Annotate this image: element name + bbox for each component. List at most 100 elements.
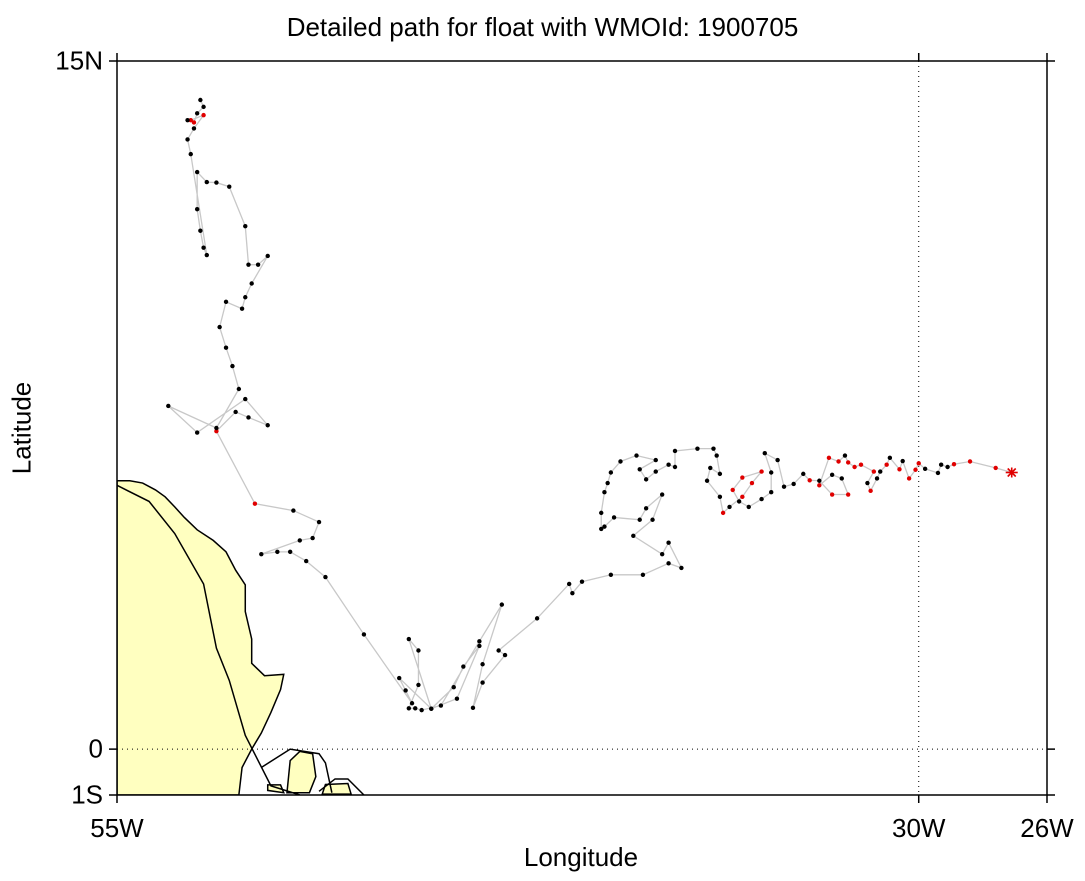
data-point: [477, 643, 482, 649]
data-point: [871, 469, 877, 474]
data-point: [608, 572, 614, 577]
data-point: [323, 574, 328, 580]
data-point: [259, 551, 264, 557]
data-point: [419, 707, 424, 713]
grid-layer: [117, 61, 1047, 795]
data-point: [605, 480, 610, 486]
data-point: [461, 664, 466, 669]
data-point: [631, 533, 636, 539]
data-point: [236, 386, 242, 392]
data-point: [817, 478, 822, 483]
coastline-2: [318, 778, 365, 795]
coastline-0: [117, 484, 301, 795]
data-point: [650, 517, 655, 522]
data-point: [239, 306, 245, 311]
data-point: [906, 476, 912, 481]
data-point: [714, 453, 719, 458]
data-point: [310, 535, 315, 541]
data-point: [275, 549, 280, 555]
data-point: [185, 117, 190, 123]
data-point: [740, 475, 745, 480]
data-point: [361, 632, 367, 637]
data-point: [666, 561, 671, 566]
data-point: [566, 581, 572, 587]
data-point: [409, 701, 415, 706]
data-point: [720, 510, 726, 516]
data-point: [868, 488, 873, 494]
data-point: [749, 480, 755, 486]
point-layer: [166, 97, 1018, 713]
y-axis-label: Latitude: [6, 381, 37, 475]
data-point: [916, 461, 921, 466]
data-point: [502, 652, 508, 658]
data-point: [191, 120, 197, 125]
data-point: [438, 703, 444, 708]
data-point: [845, 492, 851, 497]
data-point: [243, 396, 248, 402]
data-point: [316, 519, 322, 525]
data-point: [672, 448, 678, 454]
data-point: [781, 484, 787, 489]
y-tick-label: 15N: [55, 45, 103, 76]
data-point: [451, 684, 456, 690]
data-point: [406, 636, 412, 642]
data-point: [297, 538, 302, 543]
data-point: [480, 680, 485, 685]
data-point: [223, 299, 229, 305]
x-axis-label: Longitude: [523, 842, 639, 872]
data-point: [194, 206, 200, 212]
data-point: [762, 451, 767, 456]
data-point: [413, 706, 418, 711]
data-point: [265, 253, 270, 259]
data-point: [945, 464, 950, 470]
data-point: [188, 117, 193, 123]
track-layer: [167, 99, 1012, 711]
chart-title: Detailed path for float with WMOId: 1900…: [286, 12, 799, 42]
data-point: [243, 223, 248, 229]
data-point: [618, 459, 623, 464]
coastline-1: [260, 748, 333, 793]
data-point: [884, 462, 889, 467]
data-point: [599, 526, 604, 532]
data-point: [672, 464, 678, 470]
data-point: [865, 480, 870, 486]
data-point: [397, 675, 402, 681]
data-point: [967, 459, 973, 464]
data-point: [730, 487, 735, 493]
data-point: [653, 469, 658, 474]
data-point: [233, 409, 238, 415]
data-point: [666, 540, 671, 545]
data-point: [255, 262, 261, 267]
data-point: [717, 494, 723, 500]
data-point: [470, 705, 476, 711]
data-point: [643, 477, 649, 482]
data-point: [265, 423, 270, 428]
data-point: [659, 492, 665, 497]
data-point: [214, 425, 219, 431]
data-point: [602, 490, 607, 495]
data-point: [935, 470, 941, 476]
data-point: [637, 467, 642, 472]
data-point: [198, 97, 203, 103]
data-point: [887, 455, 893, 461]
data-point: [166, 403, 171, 409]
data-point: [695, 446, 700, 451]
data-point: [845, 460, 851, 465]
data-point: [659, 551, 665, 557]
data-point: [922, 466, 928, 472]
data-point: [829, 492, 835, 497]
data-point: [570, 590, 575, 596]
data-point: [801, 471, 806, 477]
data-point: [287, 549, 293, 555]
x-tick-label: 26W: [1020, 813, 1074, 843]
data-point: [194, 169, 200, 175]
data-point: [406, 706, 412, 711]
data-point: [217, 324, 222, 330]
data-point: [480, 662, 485, 667]
data-point: [842, 453, 848, 458]
data-point: [454, 696, 460, 701]
data-point: [759, 496, 764, 502]
land-south-america: [117, 480, 285, 795]
data-point: [223, 345, 229, 350]
data-point: [201, 112, 206, 118]
